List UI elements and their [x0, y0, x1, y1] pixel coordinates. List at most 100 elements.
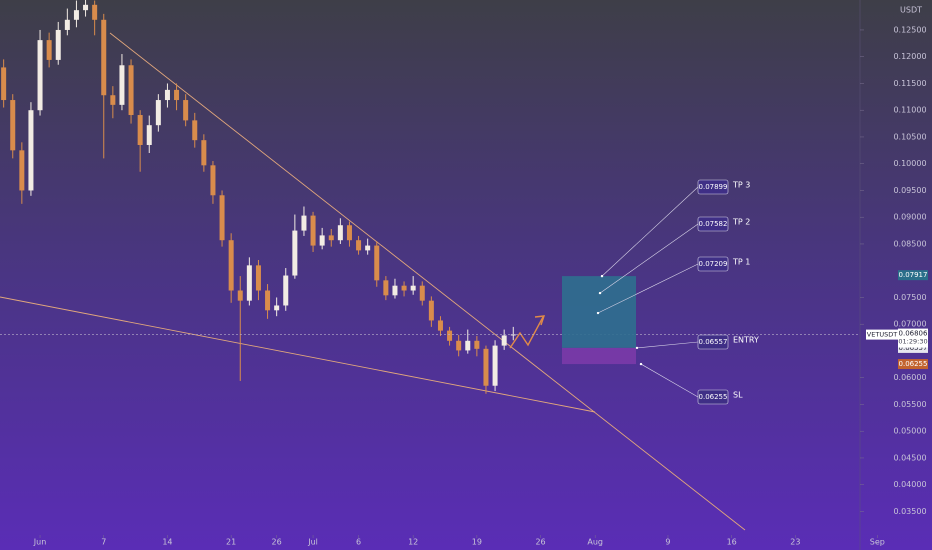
candle-body — [337, 225, 343, 241]
candle-body — [19, 150, 25, 191]
candle-body — [55, 29, 61, 60]
countdown-label: 01:29:30 — [898, 338, 927, 346]
candle-body — [483, 348, 489, 386]
y-tick-label: 0.11500 — [893, 79, 926, 88]
callout-box — [697, 389, 729, 405]
callout-name: TP 2 — [732, 218, 750, 227]
candle-body — [492, 345, 498, 386]
callout-box — [697, 334, 729, 350]
callout-line — [636, 341, 699, 349]
callout-line — [601, 186, 699, 277]
candle-body — [392, 285, 398, 296]
candle-body — [183, 100, 189, 121]
y-tick-label: 0.09500 — [893, 186, 926, 195]
candle-body — [192, 120, 198, 141]
price-tag — [898, 342, 928, 353]
candle-body — [501, 335, 507, 346]
candle-body — [246, 265, 252, 301]
callout-box — [697, 179, 729, 195]
candle-body — [237, 290, 243, 301]
callout-price: 0.06255 — [699, 393, 728, 401]
symbol-label: VETUSDT — [867, 331, 897, 339]
price-tag — [898, 359, 928, 370]
y-tick-label: 0.09000 — [893, 213, 926, 222]
candle-body — [201, 140, 207, 166]
candle-body — [410, 285, 416, 291]
callout-point — [596, 311, 600, 315]
candle-body — [383, 280, 389, 296]
candle-body — [119, 65, 125, 105]
x-tick-label: 16 — [727, 538, 737, 547]
y-tick-label: 0.04500 — [893, 453, 926, 462]
candle-body — [101, 19, 107, 96]
price-tag — [898, 270, 928, 281]
callout-price: 0.07582 — [699, 220, 728, 228]
currency-label: USDT — [900, 6, 922, 15]
callout-point — [635, 346, 639, 350]
callout-box — [697, 216, 729, 232]
candle-body — [428, 300, 434, 321]
y-tick-label: 0.04000 — [893, 480, 926, 489]
candle-body — [328, 235, 334, 241]
x-tick-label: 19 — [472, 538, 482, 547]
x-tick-label: Aug — [587, 538, 603, 547]
x-tick-label: 9 — [665, 538, 670, 547]
candle-body — [447, 330, 453, 341]
price-tag-label: 0.07917 — [899, 271, 928, 279]
candle-body — [210, 165, 216, 196]
candle-body — [419, 285, 425, 301]
callout-price: 0.07209 — [699, 260, 728, 268]
callout-name: TP 1 — [732, 258, 750, 267]
x-tick-label: 7 — [101, 538, 106, 547]
candle-body — [310, 215, 316, 246]
candle-body — [401, 285, 407, 291]
candle-body — [274, 305, 280, 311]
y-tick-label: 0.05000 — [893, 427, 926, 436]
callout-line — [640, 363, 699, 398]
candle-body — [456, 340, 462, 351]
x-tick-label: Sep — [870, 538, 885, 547]
y-tick-label: 0.11000 — [893, 106, 926, 115]
x-tick-label: Jun — [33, 538, 47, 547]
callout-point — [600, 274, 604, 278]
candle-body — [346, 225, 352, 241]
callout-line — [599, 223, 699, 294]
candle-body — [301, 215, 307, 231]
candle-body — [128, 65, 134, 116]
candle-body — [92, 4, 98, 20]
callout-name: TP 3 — [732, 181, 750, 190]
candle-body — [110, 95, 116, 105]
candle-body — [164, 89, 170, 101]
projection-arrow — [509, 316, 544, 349]
x-tick-label: 12 — [408, 538, 418, 547]
profit-zone — [562, 276, 636, 348]
callout-line — [597, 263, 699, 314]
candle-body — [465, 340, 471, 351]
candle-body — [73, 10, 79, 20]
candle-body — [283, 275, 289, 306]
candle-body — [64, 19, 70, 30]
x-tick-label: 21 — [226, 538, 236, 547]
last-price-tag — [898, 328, 928, 348]
candle-body — [365, 245, 371, 251]
candle-body — [510, 334, 516, 336]
y-tick-label: 0.07500 — [893, 293, 926, 302]
candle-body — [374, 245, 380, 281]
candle-body — [37, 40, 43, 111]
callout-price: 0.06557 — [699, 338, 728, 346]
candle-body — [228, 240, 234, 291]
candle-body — [255, 265, 261, 291]
y-tick-label: 0.03500 — [893, 507, 926, 516]
x-tick-label: 26 — [535, 538, 545, 547]
callout-name: SL — [733, 391, 743, 400]
price-tag-label: 0.06255 — [899, 360, 928, 368]
candle-body — [137, 115, 143, 145]
trend-line-upper — [109, 32, 746, 531]
symbol-tag — [866, 329, 898, 340]
y-tick-label: 0.12500 — [893, 25, 926, 34]
price-tag-label: 0.06557 — [899, 344, 928, 352]
y-tick-label: 0.10000 — [893, 159, 926, 168]
last-price-label: 0.06806 — [899, 330, 928, 338]
callout-box — [697, 256, 729, 272]
